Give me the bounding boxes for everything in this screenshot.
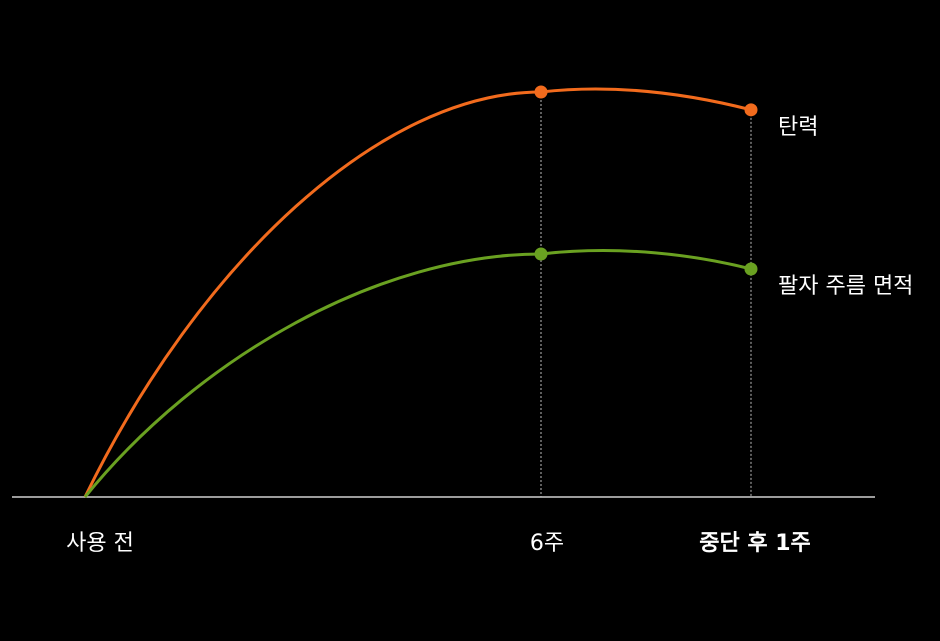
series-label: 팔자 주름 면적: [778, 274, 913, 299]
x-tick-label: 사용 전: [66, 531, 134, 556]
point: [534, 85, 548, 99]
series-line: [83, 87, 752, 498]
x-tick-label: 6주: [530, 531, 564, 556]
point: [534, 247, 548, 261]
point: [744, 262, 758, 276]
series-line: [83, 249, 752, 498]
point: [744, 103, 758, 117]
x-tick-label: 중단 후 1주: [699, 531, 811, 556]
series-label: 탄력: [778, 115, 818, 140]
